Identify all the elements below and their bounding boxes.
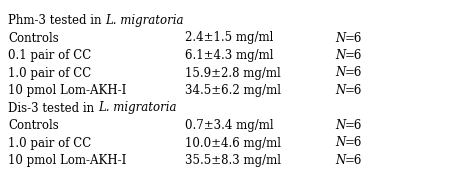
Text: N: N xyxy=(335,137,345,150)
Text: Phm-3 tested in: Phm-3 tested in xyxy=(8,14,105,27)
Text: 0.7±3.4 mg/ml: 0.7±3.4 mg/ml xyxy=(185,119,274,132)
Text: 10 pmol Lom-AKH-I: 10 pmol Lom-AKH-I xyxy=(8,154,126,167)
Text: 1.0 pair of CC: 1.0 pair of CC xyxy=(8,137,91,150)
Text: =6: =6 xyxy=(345,66,362,79)
Text: N: N xyxy=(335,49,345,62)
Text: 0.1 pair of CC: 0.1 pair of CC xyxy=(8,49,91,62)
Text: =6: =6 xyxy=(345,137,362,150)
Text: =6: =6 xyxy=(345,49,362,62)
Text: =6: =6 xyxy=(345,154,362,167)
Text: 34.5±6.2 mg/ml: 34.5±6.2 mg/ml xyxy=(185,84,281,97)
Text: N: N xyxy=(335,154,345,167)
Text: Dis-3 tested in: Dis-3 tested in xyxy=(8,102,98,114)
Text: 6.1±4.3 mg/ml: 6.1±4.3 mg/ml xyxy=(185,49,273,62)
Text: 15.9±2.8 mg/ml: 15.9±2.8 mg/ml xyxy=(185,66,281,79)
Text: Controls: Controls xyxy=(8,119,59,132)
Text: =6: =6 xyxy=(345,84,362,97)
Text: =6: =6 xyxy=(345,31,362,45)
Text: 2.4±1.5 mg/ml: 2.4±1.5 mg/ml xyxy=(185,31,273,45)
Text: Controls: Controls xyxy=(8,31,59,45)
Text: N: N xyxy=(335,31,345,45)
Text: =6: =6 xyxy=(345,119,362,132)
Text: 35.5±8.3 mg/ml: 35.5±8.3 mg/ml xyxy=(185,154,281,167)
Text: L. migratoria: L. migratoria xyxy=(105,14,184,27)
Text: 1.0 pair of CC: 1.0 pair of CC xyxy=(8,66,91,79)
Text: N: N xyxy=(335,84,345,97)
Text: 10 pmol Lom-AKH-I: 10 pmol Lom-AKH-I xyxy=(8,84,126,97)
Text: 10.0±4.6 mg/ml: 10.0±4.6 mg/ml xyxy=(185,137,281,150)
Text: L. migratoria: L. migratoria xyxy=(98,102,177,114)
Text: N: N xyxy=(335,119,345,132)
Text: N: N xyxy=(335,66,345,79)
